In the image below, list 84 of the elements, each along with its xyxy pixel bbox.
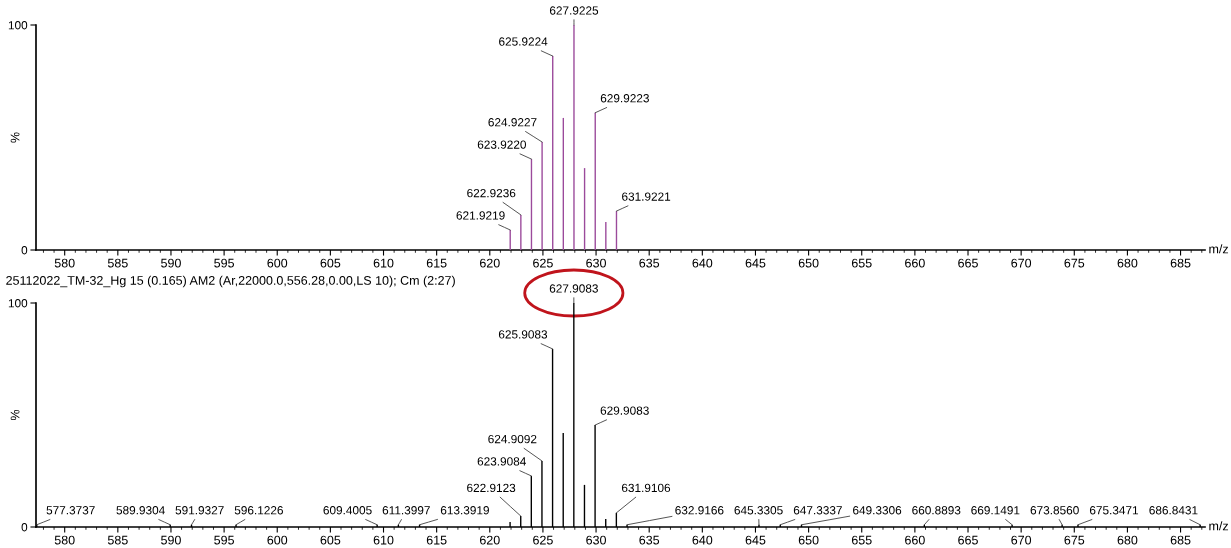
annotation: 596.1226 (234, 506, 283, 515)
x-tick-label: 620 (479, 258, 500, 268)
x-tick-label: 590 (161, 535, 181, 545)
x-tick-label: 655 (851, 258, 872, 268)
y-axis-title: % (10, 409, 20, 421)
annotation: 624.9092 (488, 434, 537, 444)
x-tick-label: 580 (54, 535, 75, 545)
y-tick-label: 0 (21, 523, 28, 532)
annotation: 613.3919 (440, 506, 489, 515)
x-tick-label: 635 (639, 535, 660, 545)
annotation: 624.9227 (488, 118, 537, 127)
x-tick-label: 670 (1011, 535, 1032, 545)
x-tick-label: 660 (905, 535, 925, 545)
y-axis-title: % (10, 132, 20, 143)
x-tick-label: 610 (373, 258, 394, 268)
x-tick-label: 665 (958, 258, 978, 268)
x-tick-label: 685 (1170, 258, 1191, 268)
x-tick-label: 680 (1117, 258, 1138, 268)
x-tick-label: 650 (798, 535, 819, 545)
annotation: 645.3305 (734, 506, 783, 515)
x-tick-label: 585 (107, 535, 128, 545)
annotation: 669.1491 (971, 506, 1020, 515)
annotation: 589.9304 (116, 506, 165, 515)
x-tick-label: 620 (479, 535, 500, 545)
annotation: 577.3737 (46, 506, 95, 515)
annotation: 627.9083 (549, 284, 598, 293)
y-tick-label: 100 (8, 299, 28, 308)
x-tick-label: 640 (692, 535, 713, 545)
annotation: 625.9224 (499, 37, 548, 46)
x-tick-label: 595 (214, 258, 235, 268)
x-tick-label: 605 (320, 258, 341, 268)
x-axis-title: m/z (1209, 521, 1229, 531)
annotation: 622.9123 (467, 483, 516, 493)
x-tick-label: 645 (745, 258, 766, 268)
x-tick-label: 615 (426, 258, 447, 268)
y-tick-label: 0 (21, 246, 28, 255)
x-tick-label: 685 (1170, 535, 1191, 545)
x-tick-label: 615 (426, 535, 447, 545)
x-tick-label: 655 (851, 535, 872, 545)
annotation: 625.9083 (498, 330, 548, 339)
x-tick-label: 590 (161, 258, 181, 268)
annotation: 660.8893 (912, 506, 961, 515)
x-tick-label: 675 (1064, 258, 1085, 268)
x-tick-label: 635 (639, 258, 660, 268)
annotation: 631.9221 (622, 192, 671, 201)
x-tick-label: 610 (373, 535, 394, 545)
x-tick-label: 600 (267, 535, 288, 545)
annotation: 611.3997 (382, 506, 430, 515)
annotation: 622.9236 (467, 188, 516, 198)
x-tick-label: 640 (692, 258, 713, 268)
annotation: 649.3306 (853, 506, 902, 515)
x-axis-title: m/z (1209, 244, 1229, 254)
x-tick-label: 595 (214, 535, 235, 545)
annotation: 631.9106 (621, 483, 671, 493)
x-tick-label: 650 (798, 258, 819, 268)
annotation: 591.9327 (175, 506, 224, 515)
annotation: 623.9084 (477, 457, 526, 466)
annotation: 621.9219 (456, 211, 505, 220)
x-tick-label: 630 (586, 535, 606, 545)
x-tick-label: 670 (1011, 258, 1032, 268)
annotation: 686.8431 (1149, 506, 1198, 515)
x-tick-label: 665 (958, 535, 978, 545)
annotation: 627.9225 (549, 6, 599, 15)
annotation: 629.9223 (600, 94, 649, 103)
x-tick-label: 625 (533, 535, 553, 545)
x-tick-label: 680 (1117, 535, 1138, 545)
x-tick-label: 660 (905, 258, 925, 268)
annotation: 623.9220 (477, 140, 527, 149)
x-tick-label: 625 (533, 258, 553, 268)
x-tick-label: 630 (586, 258, 606, 268)
x-tick-label: 675 (1064, 535, 1085, 545)
annotation: 673.8560 (1030, 506, 1079, 515)
annotation: 675.3471 (1089, 506, 1139, 515)
annotation: 647.3337 (793, 506, 842, 515)
x-tick-label: 645 (745, 535, 766, 545)
y-tick-label: 100 (8, 21, 28, 30)
annotation: 632.9166 (675, 506, 724, 515)
annotation: 629.9083 (600, 406, 649, 415)
x-tick-label: 580 (54, 258, 75, 268)
annotation: 609.4005 (323, 506, 372, 515)
x-tick-label: 585 (107, 258, 128, 268)
chart-title: 25112022_TM-32_Hg 15 (0.165) AM2 (Ar,22000.0,556.28,0.00,LS 10); Cm (2:27) (6, 275, 455, 288)
x-tick-label: 600 (267, 258, 288, 268)
x-tick-label: 605 (320, 535, 341, 545)
